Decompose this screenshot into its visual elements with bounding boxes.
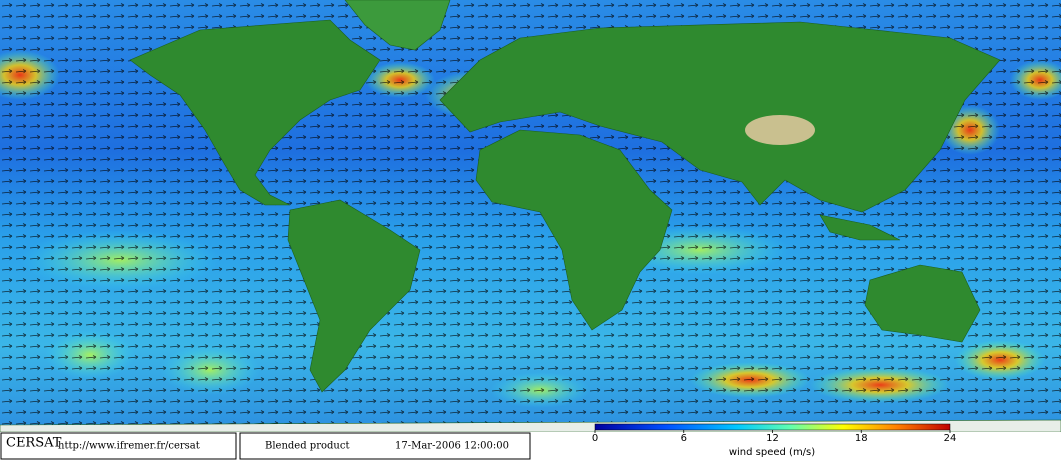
colorbar-tick-label: 12 [766, 433, 779, 444]
colorbar: wind speed (m/s) 0 6 12 18 24 [592, 423, 957, 458]
colorbar-gradient [594, 423, 951, 431]
footer: CERSAT http://www.ifremer.fr/cersat Blen… [0, 432, 1061, 462]
date: 17-Mar-2006 12:00:00 [395, 441, 509, 452]
colorbar-label: wind speed (m/s) [729, 447, 815, 458]
colorbar-tick-label: 18 [855, 433, 868, 444]
product: Blended product [265, 441, 349, 452]
colorbar-tick-label: 6 [681, 433, 687, 444]
logo: CERSAT [6, 436, 62, 451]
colorbar-tick-label: 0 [592, 433, 598, 444]
url: http://www.ifremer.fr/cersat [58, 441, 200, 452]
map [0, 0, 1061, 433]
colorbar-tick-label: 24 [944, 433, 957, 444]
info-box [0, 432, 237, 460]
product-box [239, 432, 531, 460]
